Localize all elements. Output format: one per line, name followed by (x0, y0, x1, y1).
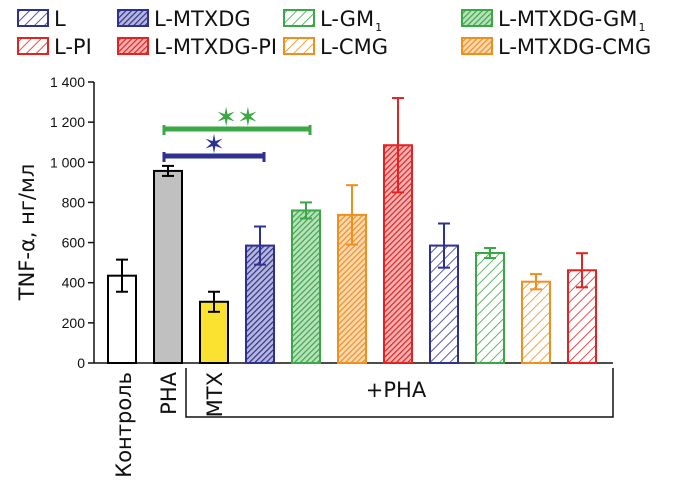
y-tick-label: 1 200 (50, 114, 85, 130)
bar-group (199, 290, 229, 364)
bar-group (153, 164, 183, 364)
legend-item: L-MTXDG (117, 7, 251, 31)
x-label-pha-group: +PHA (366, 378, 427, 402)
y-tick-label: 1 000 (50, 154, 85, 170)
legend-label: L-MTXDG-CMG (498, 35, 651, 59)
bar-group (475, 246, 505, 365)
legend-item: L-MTXDG-PI (117, 35, 277, 59)
legend-swatch (117, 37, 149, 55)
bar-group (107, 258, 137, 365)
legend-item: L (17, 7, 66, 31)
x-label-pha: PHA (157, 371, 181, 414)
significance-stars: ✶✶ (215, 103, 259, 133)
legend-label: L-GM (320, 7, 374, 31)
bar-group (383, 97, 413, 364)
bar-group (337, 184, 367, 364)
bars (107, 97, 597, 365)
x-axis-labels: Контроль PHA MTX +PHA (112, 368, 614, 478)
legend-item: L-GM 1 (283, 7, 382, 34)
significance-bracket: ✶ (162, 130, 266, 162)
legend-label: L-MTXDG-GM (498, 7, 637, 31)
legend-item: L-MTXDG-CMG (461, 35, 651, 59)
y-tick-label: 800 (62, 194, 86, 210)
legend-swatch (461, 9, 493, 27)
pha-group-bracket (185, 368, 614, 418)
legend-label: L-CMG (320, 35, 388, 59)
bar (429, 244, 459, 364)
legend-label: L-MTXDG (154, 7, 251, 31)
legend-swatch (283, 37, 315, 55)
bar (291, 209, 321, 364)
bar-group (521, 273, 551, 365)
x-label-control: Контроль (112, 372, 136, 478)
y-axis-label: TNF-α, нг/мл (15, 164, 39, 302)
significance-markers: ✶✶✶ (162, 103, 312, 162)
legend: L L-MTXDG L-GM 1 L-MTXDG-GM 1L-PI L-MTXDG-PI L-… (17, 7, 651, 59)
legend-label-subscript: 1 (375, 21, 382, 34)
legend-swatch (17, 9, 49, 27)
bar (153, 169, 183, 364)
bar (475, 252, 505, 365)
legend-swatch (117, 9, 149, 27)
legend-swatch (461, 37, 493, 55)
significance-stars: ✶ (203, 130, 225, 160)
legend-item: L-PI (17, 35, 92, 59)
y-tick-label: 600 (62, 235, 86, 251)
x-label-mtx: MTX (203, 372, 227, 417)
legend-label: L-MTXDG-PI (154, 35, 277, 59)
bar-group (429, 222, 459, 364)
legend-label: L (54, 7, 66, 31)
legend-swatch (17, 37, 49, 55)
y-tick-label: 400 (62, 275, 86, 291)
legend-item: L-CMG (283, 35, 388, 59)
legend-swatch (283, 9, 315, 27)
significance-bracket: ✶✶ (162, 103, 312, 135)
legend-item: L-MTXDG-GM 1 (461, 7, 645, 34)
bar-group (245, 225, 275, 364)
legend-label-subscript: 1 (638, 21, 645, 34)
bar-group (291, 201, 321, 364)
bar-group (567, 252, 597, 364)
bar (521, 280, 551, 365)
y-tick-label: 1 400 (50, 74, 85, 90)
legend-label: L-PI (54, 35, 92, 59)
y-tick-label: 200 (62, 315, 86, 331)
y-tick-label: 0 (77, 355, 85, 371)
